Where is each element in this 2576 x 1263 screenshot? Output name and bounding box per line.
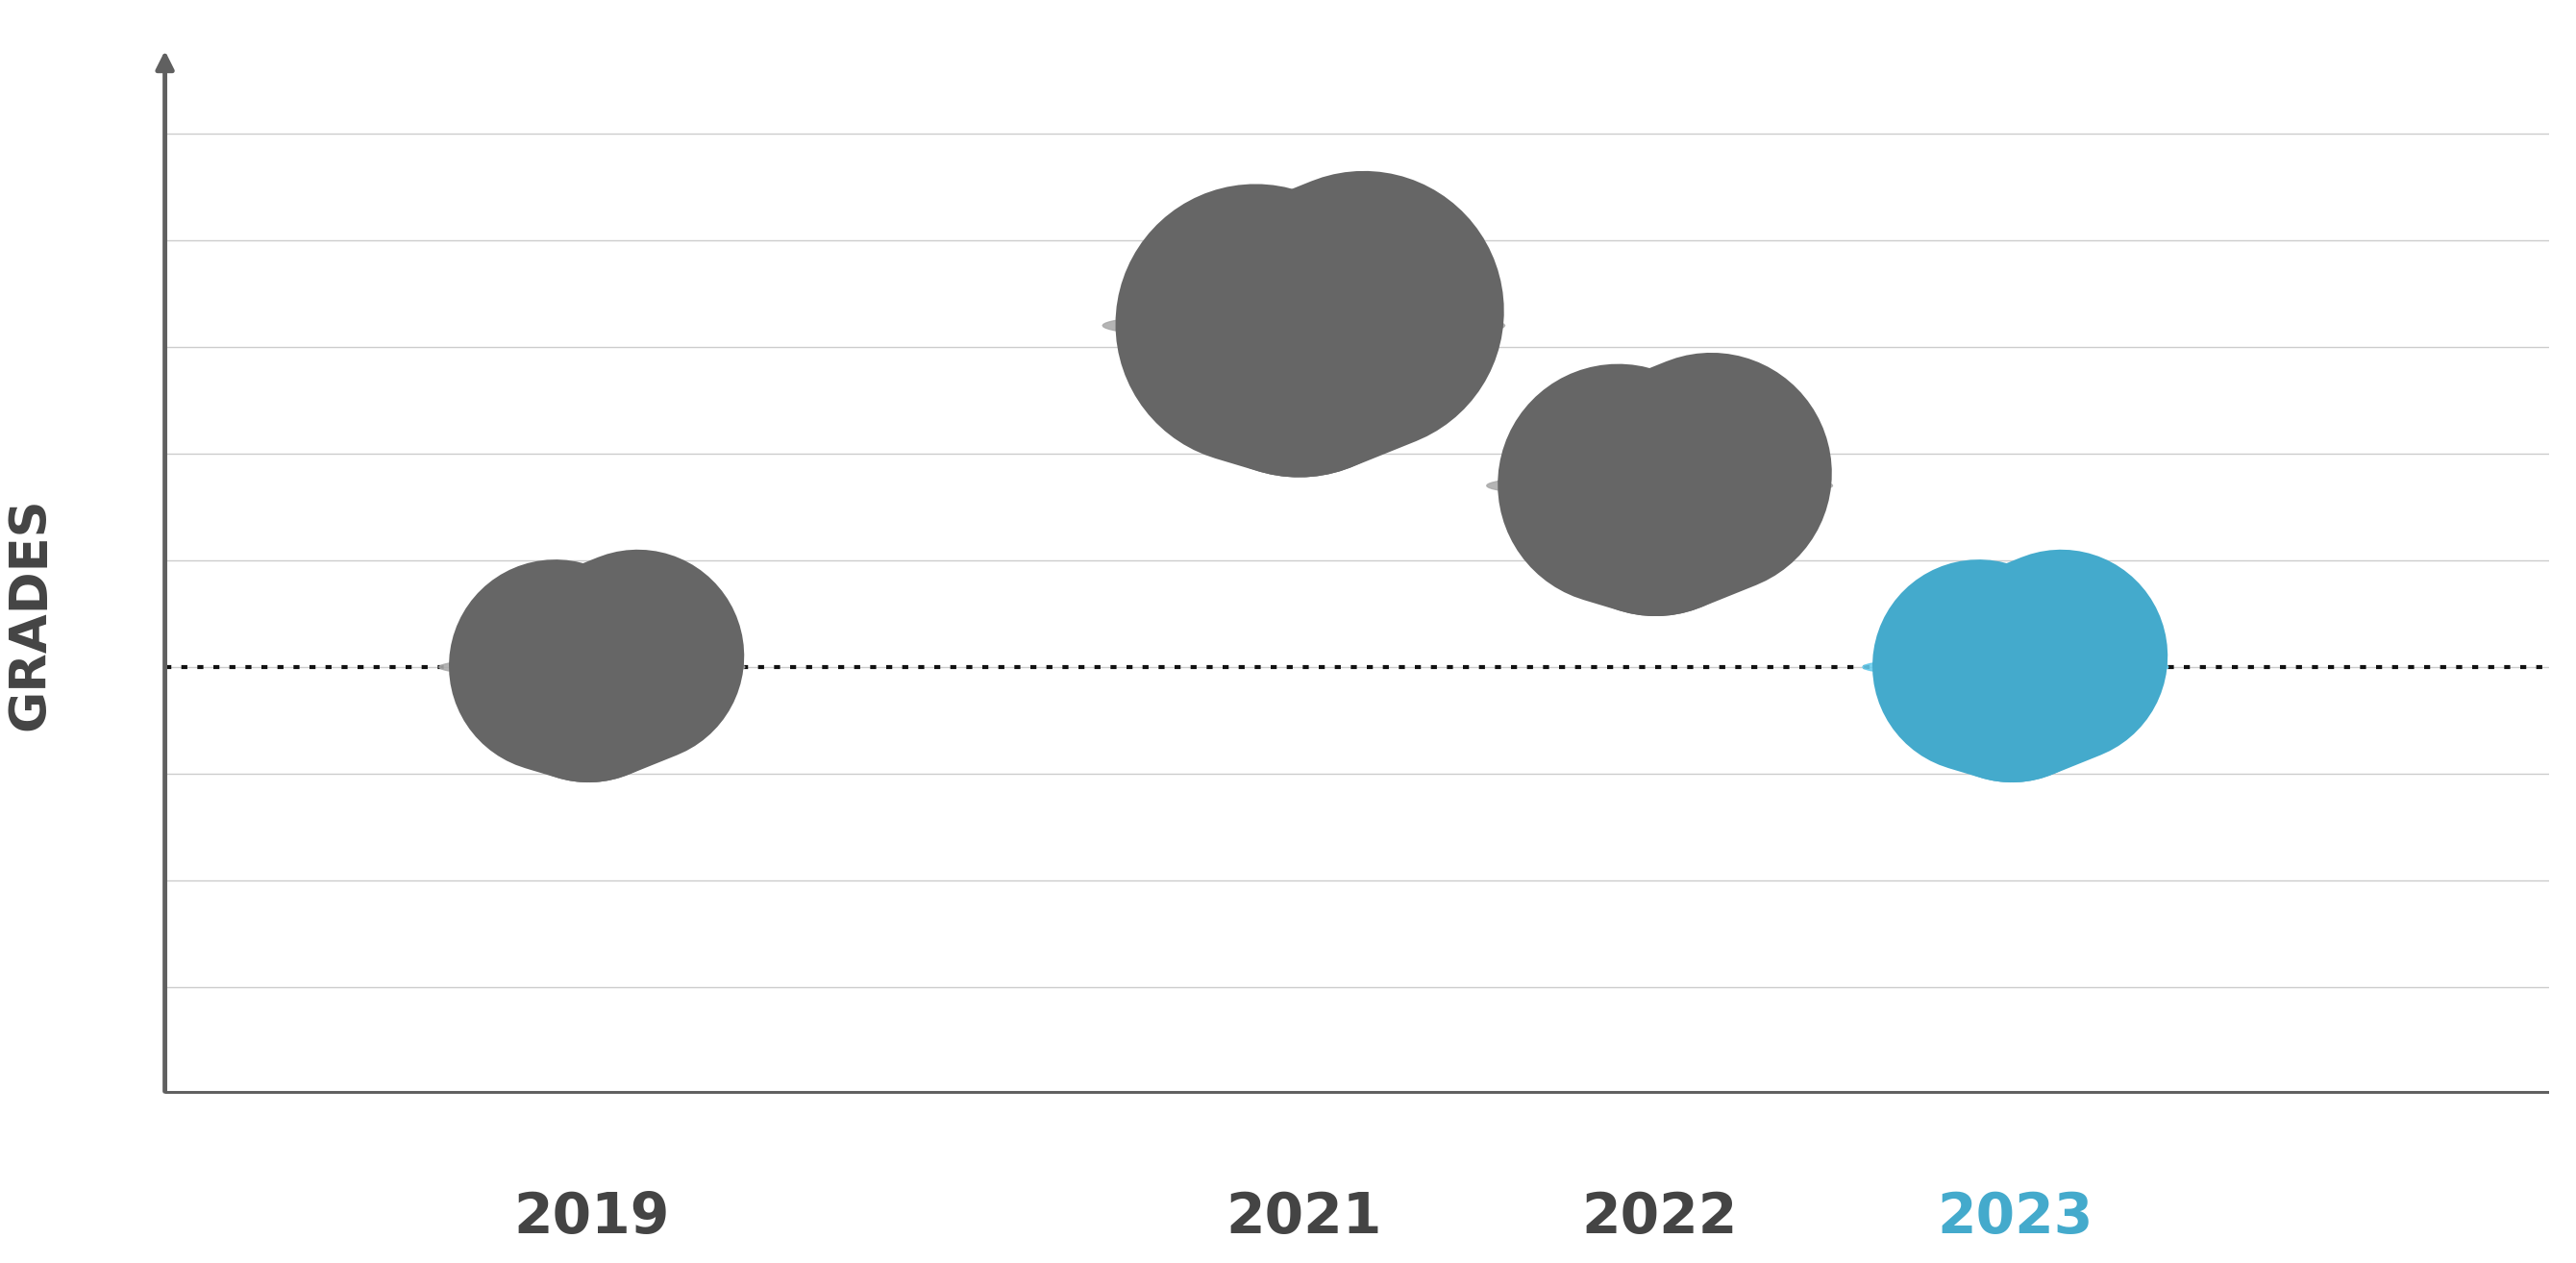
Polygon shape — [1862, 621, 2169, 712]
Polygon shape — [1548, 452, 1770, 519]
Polygon shape — [1103, 265, 1504, 385]
Text: 2023: 2023 — [1937, 1190, 2094, 1245]
Text: 2022: 2022 — [1582, 1190, 1739, 1245]
Text: GRADES: GRADES — [5, 498, 54, 730]
Polygon shape — [1919, 638, 2112, 696]
Polygon shape — [1175, 287, 1432, 364]
Text: 2021: 2021 — [1226, 1190, 1381, 1245]
Polygon shape — [495, 638, 690, 696]
Polygon shape — [438, 621, 744, 712]
Text: 2019: 2019 — [515, 1190, 670, 1245]
Polygon shape — [1486, 433, 1832, 538]
